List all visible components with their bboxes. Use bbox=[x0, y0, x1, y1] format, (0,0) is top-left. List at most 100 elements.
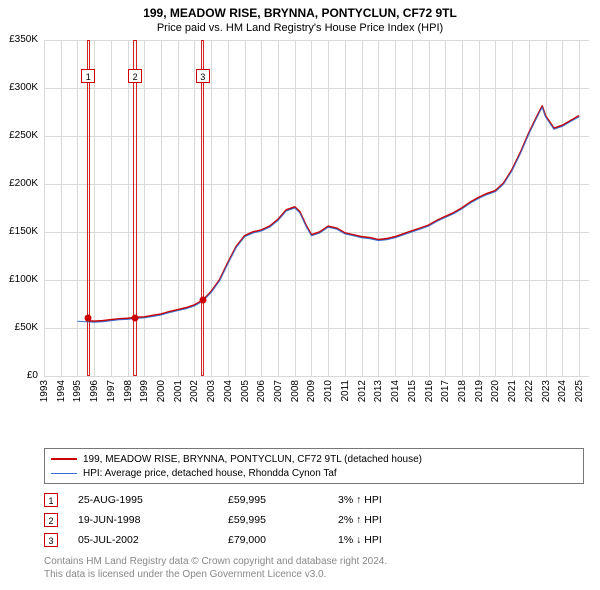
y-axis-label: £150K bbox=[0, 226, 38, 237]
x-axis-label: 2023 bbox=[541, 380, 552, 402]
gridline-v bbox=[211, 40, 212, 376]
gridline-v bbox=[111, 40, 112, 376]
gridline-v bbox=[462, 40, 463, 376]
x-axis-label: 2022 bbox=[524, 380, 535, 402]
transaction-callout: 2 bbox=[44, 513, 58, 527]
x-axis-label: 2007 bbox=[273, 380, 284, 402]
x-axis-label: 1994 bbox=[56, 380, 67, 402]
footer-line-2: This data is licensed under the Open Gov… bbox=[44, 569, 584, 582]
x-axis-label: 2024 bbox=[557, 380, 568, 402]
gridline-h bbox=[44, 40, 589, 41]
gridline-v bbox=[362, 40, 363, 376]
x-axis-label: 2004 bbox=[223, 380, 234, 402]
transaction-callout: 3 bbox=[44, 533, 58, 547]
chart-area: £0£50K£100K£150K£200K£250K£300K£350K1993… bbox=[0, 40, 600, 410]
legend-swatch-1 bbox=[51, 458, 77, 460]
x-axis-label: 1997 bbox=[106, 380, 117, 402]
x-axis-label: 2010 bbox=[323, 380, 334, 402]
transactions-table: 125-AUG-1995£59,9953% ↑ HPI 2 19-JUN-1998£… bbox=[44, 490, 584, 550]
x-axis-label: 2015 bbox=[407, 380, 418, 402]
gridline-v bbox=[228, 40, 229, 376]
gridline-v bbox=[328, 40, 329, 376]
x-axis-label: 1998 bbox=[123, 380, 134, 402]
x-axis-label: 2021 bbox=[507, 380, 518, 402]
x-axis-label: 2017 bbox=[440, 380, 451, 402]
x-axis-label: 2006 bbox=[256, 380, 267, 402]
gridline-v bbox=[311, 40, 312, 376]
gridline-v bbox=[479, 40, 480, 376]
gridline-v bbox=[261, 40, 262, 376]
transaction-row: 305-JUL-2002£79,0001% ↓ HPI bbox=[44, 530, 584, 550]
y-axis-label: £200K bbox=[0, 178, 38, 189]
footer-line-1: Contains HM Land Registry data © Crown c… bbox=[44, 556, 584, 569]
x-axis-label: 2018 bbox=[457, 380, 468, 402]
x-axis-label: 1996 bbox=[89, 380, 100, 402]
transaction-delta: 2% ↑ HPI bbox=[338, 514, 418, 526]
y-axis-label: £100K bbox=[0, 274, 38, 285]
x-axis-label: 1999 bbox=[139, 380, 150, 402]
y-axis-label: £300K bbox=[0, 82, 38, 93]
y-axis-label: £350K bbox=[0, 34, 38, 45]
gridline-v bbox=[77, 40, 78, 376]
transaction-band bbox=[87, 40, 90, 376]
gridline-h bbox=[44, 232, 589, 233]
x-axis-label: 2012 bbox=[357, 380, 368, 402]
x-axis-label: 2005 bbox=[240, 380, 251, 402]
legend-row-1: 199, MEADOW RISE, BRYNNA, PONTYCLUN, CF7… bbox=[51, 452, 577, 466]
x-axis-label: 2016 bbox=[424, 380, 435, 402]
gridline-v bbox=[128, 40, 129, 376]
transaction-row: 2 19-JUN-1998£59,9952% ↑ HPI bbox=[44, 510, 584, 530]
x-axis-label: 2009 bbox=[306, 380, 317, 402]
transaction-price: £59,995 bbox=[228, 494, 338, 506]
x-axis-label: 2014 bbox=[390, 380, 401, 402]
gridline-v bbox=[61, 40, 62, 376]
x-axis-label: 2020 bbox=[490, 380, 501, 402]
y-axis-label: £50K bbox=[0, 322, 38, 333]
gridline-v bbox=[579, 40, 580, 376]
x-axis-label: 2008 bbox=[290, 380, 301, 402]
gridline-v bbox=[512, 40, 513, 376]
gridline-h bbox=[44, 184, 589, 185]
y-axis-label: £250K bbox=[0, 130, 38, 141]
gridline-v bbox=[345, 40, 346, 376]
x-axis-label: 2011 bbox=[340, 380, 351, 402]
gridline-v bbox=[161, 40, 162, 376]
transaction-row: 125-AUG-1995£59,9953% ↑ HPI bbox=[44, 490, 584, 510]
transaction-delta: 3% ↑ HPI bbox=[338, 494, 418, 506]
footer: Contains HM Land Registry data © Crown c… bbox=[44, 556, 584, 581]
transaction-price: £59,995 bbox=[228, 514, 338, 526]
transaction-date: 19-JUN-1998 bbox=[78, 514, 228, 526]
gridline-v bbox=[562, 40, 563, 376]
transaction-band bbox=[201, 40, 204, 376]
legend-label-2: HPI: Average price, detached house, Rhon… bbox=[83, 468, 337, 479]
transaction-date: 05-JUL-2002 bbox=[78, 534, 228, 546]
gridline-v bbox=[94, 40, 95, 376]
callout-3: 3 bbox=[196, 69, 210, 83]
legend: 199, MEADOW RISE, BRYNNA, PONTYCLUN, CF7… bbox=[44, 448, 584, 484]
transaction-price: £79,000 bbox=[228, 534, 338, 546]
gridline-v bbox=[429, 40, 430, 376]
gridline-v bbox=[178, 40, 179, 376]
gridline-v bbox=[295, 40, 296, 376]
x-axis-label: 1995 bbox=[72, 380, 83, 402]
gridline-v bbox=[529, 40, 530, 376]
x-axis-label: 2000 bbox=[156, 380, 167, 402]
chart-subtitle: Price paid vs. HM Land Registry's House … bbox=[0, 20, 600, 38]
transaction-date: 25-AUG-1995 bbox=[78, 494, 228, 506]
callout-1: 1 bbox=[81, 69, 95, 83]
gridline-v bbox=[194, 40, 195, 376]
callout-2: 2 bbox=[128, 69, 142, 83]
gridline-v bbox=[412, 40, 413, 376]
gridline-v bbox=[278, 40, 279, 376]
x-axis-label: 2019 bbox=[474, 380, 485, 402]
x-axis-label: 2013 bbox=[373, 380, 384, 402]
gridline-v bbox=[144, 40, 145, 376]
gridline-h bbox=[44, 280, 589, 281]
gridline-v bbox=[495, 40, 496, 376]
gridline-v bbox=[378, 40, 379, 376]
chart-title: 199, MEADOW RISE, BRYNNA, PONTYCLUN, CF7… bbox=[0, 0, 600, 20]
legend-label-1: 199, MEADOW RISE, BRYNNA, PONTYCLUN, CF7… bbox=[83, 454, 422, 465]
price-marker bbox=[199, 297, 206, 304]
y-axis-label: £0 bbox=[0, 370, 38, 381]
gridline-v bbox=[445, 40, 446, 376]
